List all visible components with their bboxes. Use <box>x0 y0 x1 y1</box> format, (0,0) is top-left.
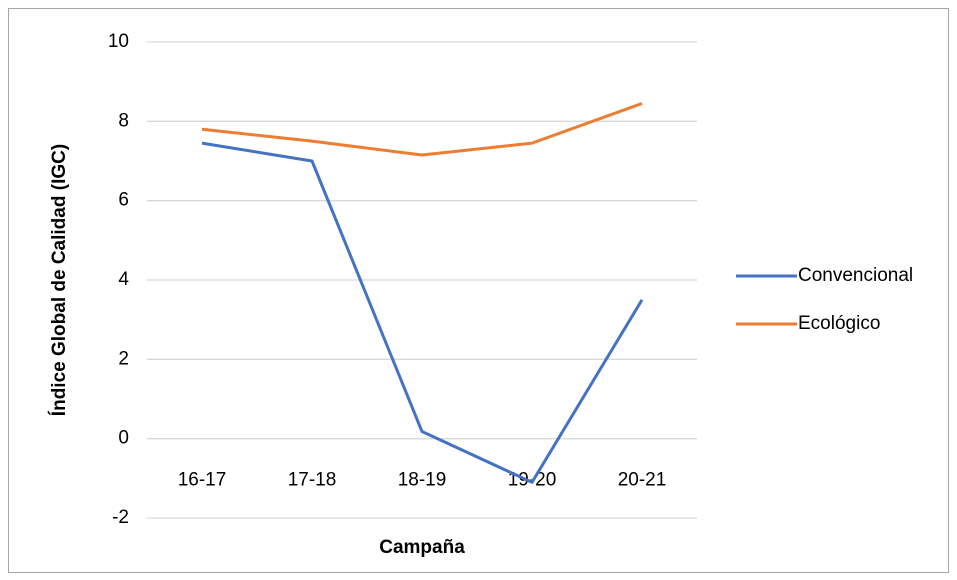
x-tick-label: 20-21 <box>618 469 667 490</box>
x-axis-title: Campaña <box>379 537 465 558</box>
y-tick-label: 6 <box>118 190 129 211</box>
y-tick-label: 10 <box>108 31 129 52</box>
x-tick-label: 17-18 <box>288 469 337 490</box>
y-tick-label: 2 <box>118 348 129 369</box>
x-tick-label: 16-17 <box>178 469 227 490</box>
y-axis-title: Índice Global de Calidad (IGC) <box>48 144 70 416</box>
y-tick-label: -2 <box>112 507 129 528</box>
x-tick-label: 18-19 <box>398 469 447 490</box>
legend-label: Convencional <box>798 265 913 286</box>
series-line <box>201 102 643 157</box>
y-tick-label: 4 <box>118 269 129 290</box>
y-tick-label: 8 <box>118 110 129 131</box>
series-line <box>201 141 644 484</box>
chart-border <box>8 8 949 573</box>
y-tick-label: 0 <box>118 428 129 449</box>
legend-label: Ecológico <box>798 313 880 334</box>
